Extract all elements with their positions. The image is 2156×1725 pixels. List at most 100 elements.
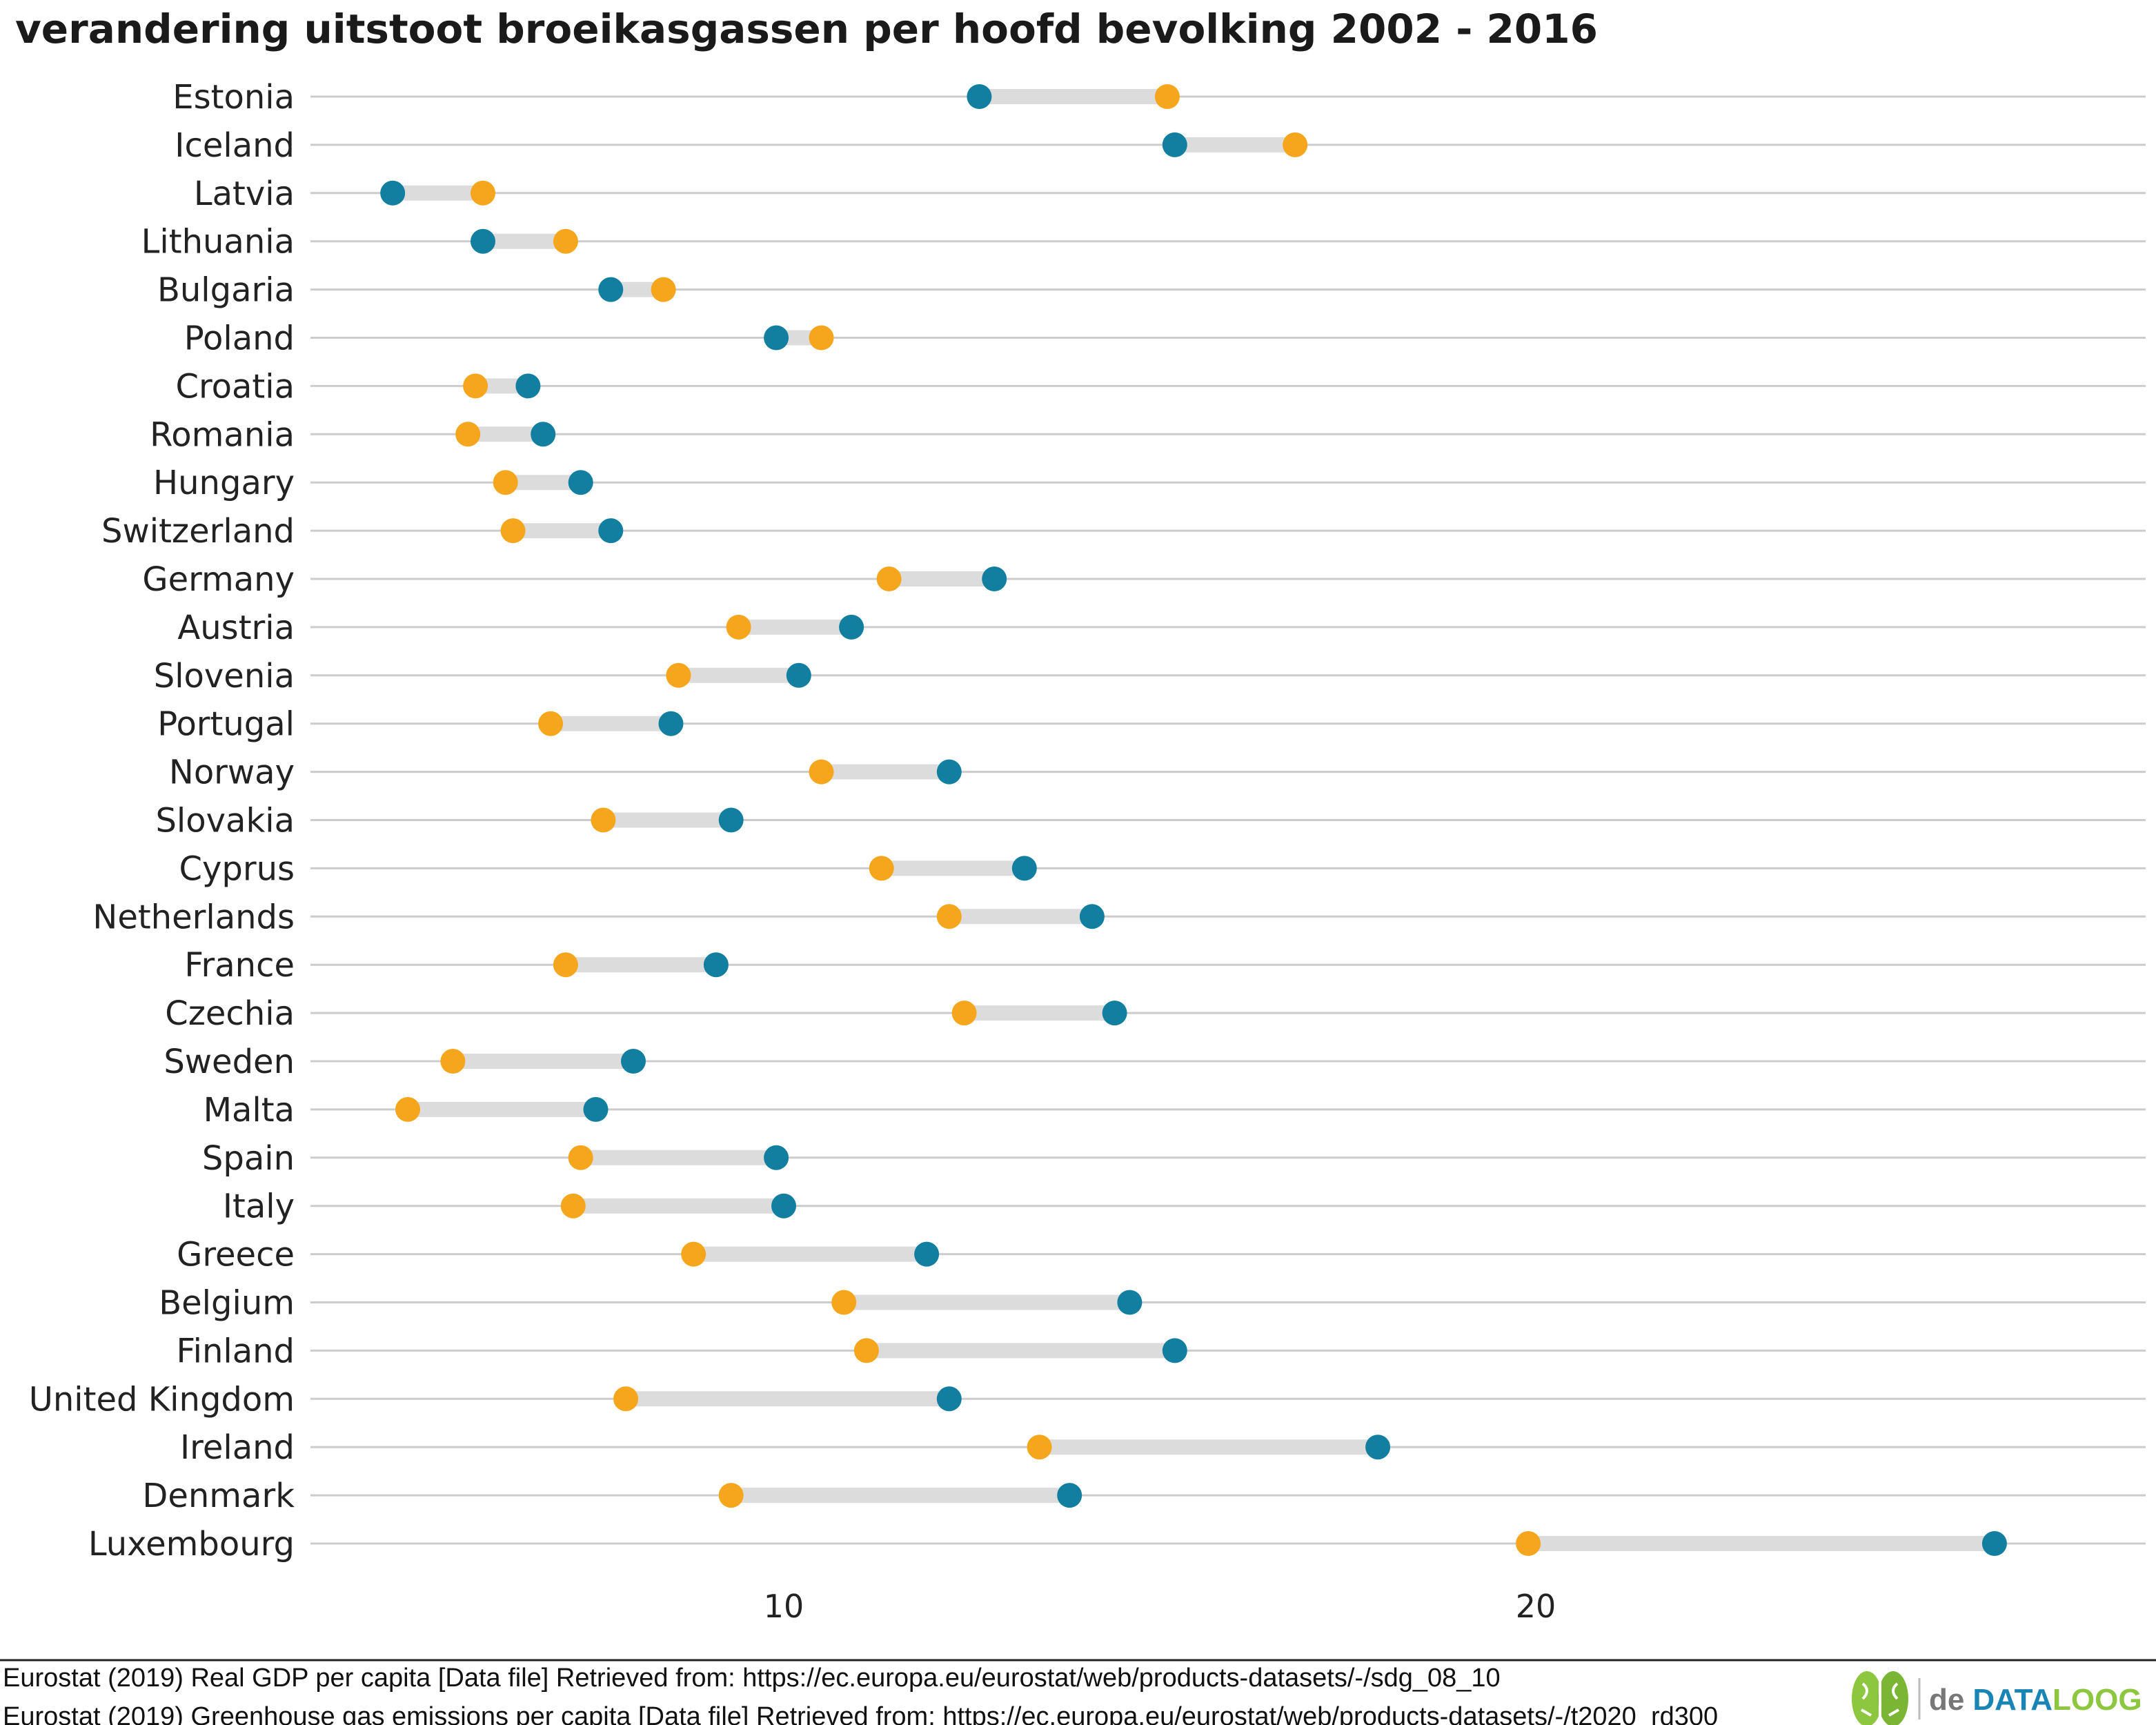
- point-2002: [1981, 1531, 2007, 1556]
- point-2002: [515, 373, 541, 399]
- country-label: Iceland: [175, 126, 295, 165]
- data-points: [380, 84, 2007, 1556]
- point-2002: [658, 711, 684, 736]
- country-label: Portugal: [157, 705, 295, 744]
- country-label: Greece: [177, 1236, 295, 1274]
- logo-wordmark: de DATALOOG: [1929, 1683, 2142, 1717]
- point-2002: [1079, 904, 1105, 929]
- point-2002: [471, 228, 495, 254]
- point-2016: [853, 1338, 879, 1363]
- point-2016: [553, 952, 578, 978]
- country-label: Belgium: [159, 1284, 295, 1323]
- point-2016: [568, 1145, 593, 1170]
- country-label: Germany: [142, 560, 295, 599]
- point-2016: [651, 277, 676, 302]
- point-2016: [876, 566, 902, 591]
- point-2016: [936, 904, 962, 929]
- country-label: Romania: [150, 415, 295, 454]
- point-2016: [471, 180, 495, 206]
- point-2002: [1365, 1435, 1391, 1460]
- point-2002: [786, 662, 811, 688]
- point-2002: [583, 1096, 609, 1122]
- point-2016: [1283, 132, 1308, 157]
- country-label: Ireland: [180, 1428, 295, 1467]
- country-label: France: [184, 946, 295, 985]
- caption-gdp: Eurostat (2019) Real GDP per capita [Dat…: [3, 1664, 1501, 1693]
- country-label: Croatia: [175, 367, 295, 406]
- point-2016: [493, 470, 518, 495]
- country-label: Hungary: [153, 464, 295, 502]
- gridlines: [310, 95, 2146, 1545]
- point-2002: [1102, 1000, 1127, 1026]
- point-2016: [831, 1290, 857, 1315]
- caption-ghg: Eurostat (2019) Greenhouse gas emissions…: [3, 1702, 1718, 1725]
- point-2002: [1162, 1338, 1187, 1363]
- point-2002: [764, 325, 789, 351]
- brain-icon: [1852, 1671, 1908, 1725]
- point-2016: [809, 325, 834, 351]
- country-label: Finland: [176, 1332, 295, 1370]
- point-2016: [463, 373, 488, 399]
- point-2002: [598, 277, 624, 302]
- point-2002: [1117, 1290, 1143, 1315]
- point-2016: [1516, 1531, 1541, 1556]
- country-label: Estonia: [172, 78, 295, 117]
- point-2016: [1154, 84, 1180, 109]
- point-2002: [936, 759, 962, 785]
- x-tick-label: 10: [764, 1588, 804, 1625]
- point-2016: [613, 1386, 639, 1412]
- country-label: Switzerland: [101, 512, 295, 551]
- country-label: Lithuania: [141, 223, 295, 262]
- country-label: Spain: [202, 1139, 295, 1178]
- x-axis-ticks: 10 20: [764, 1588, 1556, 1625]
- country-label: Czechia: [165, 994, 295, 1033]
- country-labels: Estonia Iceland Latvia Lithuania Bulgaria Pol…: [29, 78, 295, 1564]
- country-label: Italy: [223, 1187, 295, 1226]
- point-2016: [718, 1483, 744, 1508]
- point-2016: [726, 614, 751, 640]
- country-label: Poland: [184, 319, 295, 358]
- point-2002: [718, 807, 744, 833]
- point-2016: [395, 1096, 420, 1122]
- point-2002: [621, 1049, 646, 1074]
- point-2016: [440, 1049, 466, 1074]
- point-2002: [967, 84, 992, 109]
- country-label: Malta: [204, 1091, 295, 1130]
- point-2002: [568, 470, 593, 495]
- point-2016: [553, 228, 578, 254]
- x-tick-label: 20: [1516, 1588, 1556, 1625]
- country-label: Bulgaria: [157, 271, 295, 310]
- point-2002: [982, 566, 1007, 591]
- country-label: Slovakia: [155, 802, 295, 840]
- chart-title: verandering uitstoot broeikasgassen per …: [15, 6, 1598, 52]
- point-2016: [869, 856, 894, 881]
- country-label: Denmark: [142, 1477, 295, 1515]
- point-2016: [1027, 1435, 1052, 1460]
- country-label: Cyprus: [179, 849, 295, 888]
- point-2002: [380, 180, 406, 206]
- point-2002: [839, 614, 864, 640]
- point-2002: [703, 952, 729, 978]
- country-label: Luxembourg: [88, 1525, 295, 1564]
- point-2002: [598, 518, 624, 544]
- country-label: United Kingdom: [29, 1380, 295, 1419]
- point-2016: [681, 1241, 706, 1267]
- point-2002: [914, 1241, 940, 1267]
- country-label: Latvia: [194, 175, 295, 213]
- dataloog-logo: de DATALOOG: [1835, 1662, 2156, 1725]
- point-2002: [764, 1145, 789, 1170]
- country-label: Sweden: [164, 1043, 295, 1081]
- point-2002: [936, 1386, 962, 1412]
- point-2016: [951, 1000, 977, 1026]
- country-label: Slovenia: [154, 657, 295, 696]
- point-2016: [560, 1193, 586, 1219]
- point-2002: [1011, 856, 1037, 881]
- point-2016: [666, 662, 691, 688]
- country-label: Norway: [169, 753, 295, 792]
- country-label: Netherlands: [92, 898, 295, 936]
- point-2016: [591, 807, 616, 833]
- point-2002: [531, 422, 556, 447]
- point-2002: [1057, 1483, 1082, 1508]
- point-2016: [538, 711, 564, 736]
